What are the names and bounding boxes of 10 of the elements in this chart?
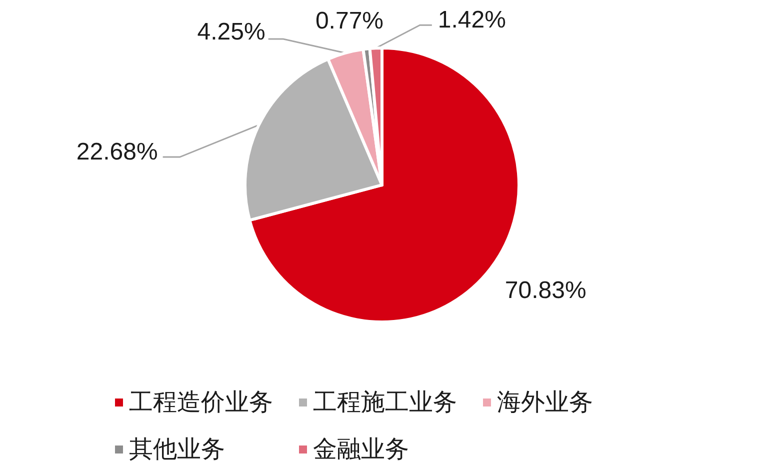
legend-label: 海外业务 [497,389,593,416]
data-label: 22.68% [76,138,158,166]
data-label: 70.83% [504,277,586,304]
data-label: 4.25% [197,18,266,46]
legend-label: 工程造价业务 [129,389,273,416]
legend-label: 其他业务 [129,436,225,463]
legend-label: 工程施工业务 [313,389,457,416]
legend-label: 金融业务 [313,436,409,463]
data-label: 0.77% [315,7,384,34]
data-label: 1.42% [438,6,506,34]
